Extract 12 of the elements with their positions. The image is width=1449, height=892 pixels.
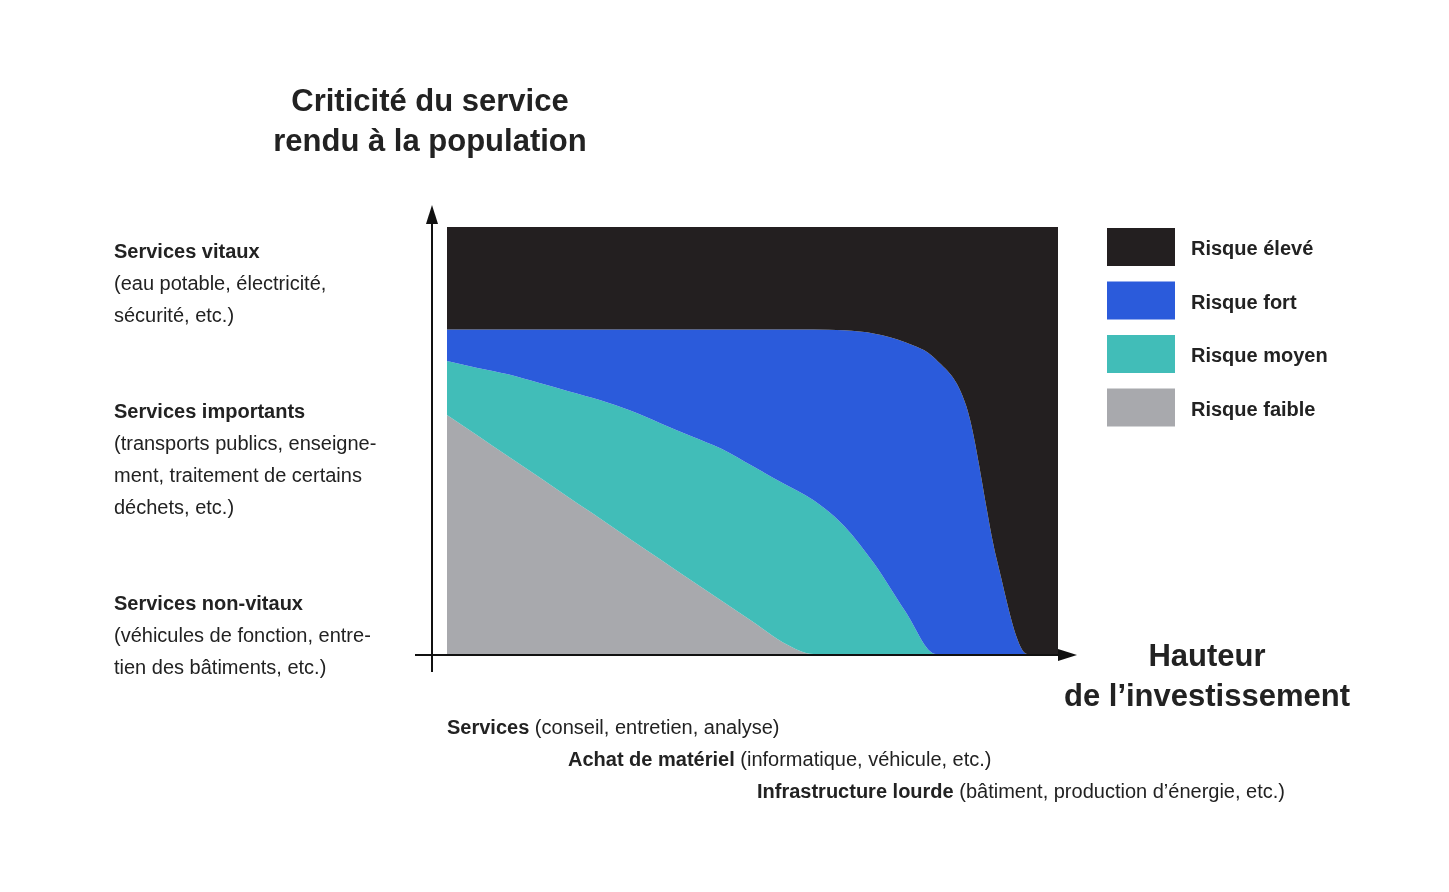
legend-label: Risque fort (1191, 290, 1297, 313)
text: Services vitaux (eau potable, électricité, sécurité, etc.) (114, 240, 327, 326)
text: Services non-vitaux (véhicules de fonction, entre- tien des bâtiments, etc.) (114, 592, 371, 678)
text: Infrastructure lourde (bâtiment, production d’énergie, etc.) (757, 780, 1285, 802)
text: Services (conseil, entretien, analyse) (447, 716, 780, 738)
text: Services importants (transports publics, enseigne- ment, traitement de certains déchets, etc.) (114, 400, 377, 518)
legend-label: Risque élevé (1191, 237, 1314, 259)
y-axis-title: Criticité du service rendu à la population (273, 83, 587, 158)
legend-label: Risque faible (1191, 397, 1316, 420)
legend-label: Risque moyen (1191, 344, 1328, 366)
text: Achat de matériel (informatique, véhicule, etc.) (568, 748, 992, 770)
x-axis-title: Hauteur de l’investissement (1063, 638, 1351, 713)
